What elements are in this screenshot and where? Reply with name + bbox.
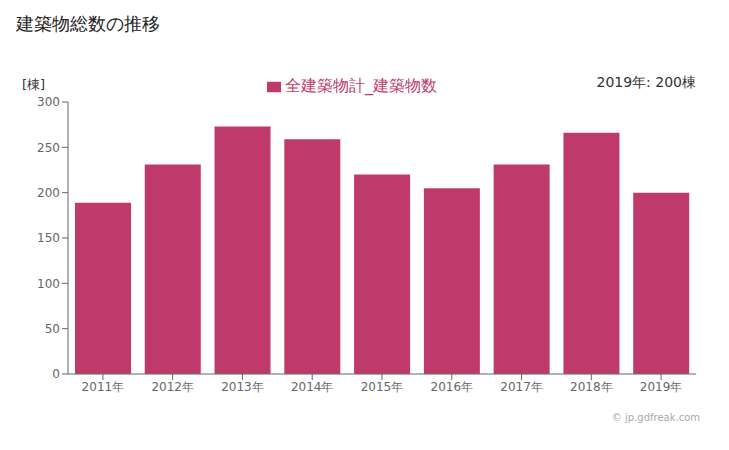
svg-text:2014年: 2014年	[291, 380, 334, 394]
html-text:2019年: 200棟: 2019年: 200棟	[596, 74, 696, 90]
svg-text:250: 250	[37, 141, 60, 155]
svg-text:2016年: 2016年	[431, 380, 474, 394]
svg-text:100: 100	[37, 277, 60, 291]
svg-text:2013年: 2013年	[221, 380, 264, 394]
html-text:全建築物計_建築物数: 全建築物計_建築物数	[285, 76, 437, 95]
html-text:建築物総数の推移: 建築物総数の推移	[16, 13, 160, 34]
html-text:[棟]: [棟]	[22, 77, 46, 92]
svg-text:300: 300	[37, 95, 60, 109]
svg-text:150: 150	[37, 231, 60, 245]
svg-text:2012年: 2012年	[151, 380, 194, 394]
svg-text:2017年: 2017年	[500, 380, 543, 394]
svg-text:2011年: 2011年	[82, 380, 125, 394]
svg-text:2015年: 2015年	[361, 380, 404, 394]
svg-text:50: 50	[45, 322, 60, 336]
svg-text:200: 200	[37, 186, 60, 200]
svg-text:2019年: 2019年	[640, 380, 683, 394]
svg-text:2018年: 2018年	[570, 380, 613, 394]
svg-text:0: 0	[52, 367, 60, 381]
html-text:© jp.gdfreak.com: © jp.gdfreak.com	[611, 412, 700, 423]
